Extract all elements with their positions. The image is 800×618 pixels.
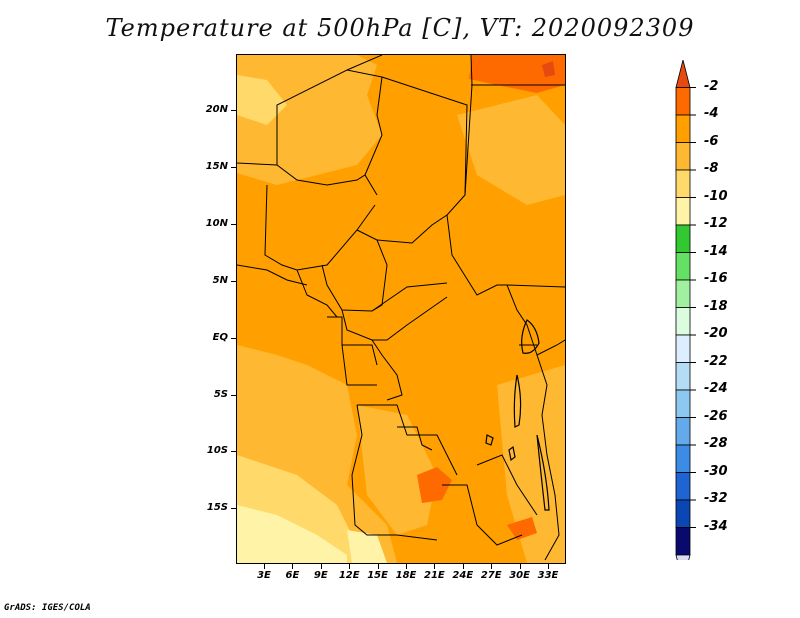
lon-tick-label: 21E <box>424 570 445 581</box>
lat-tick-label: 5S <box>213 388 228 400</box>
lat-tick-label: 5N <box>212 274 228 286</box>
colorbar-swatch <box>675 472 691 501</box>
grads-credit: GrADS: IGES/COLA <box>4 603 91 613</box>
lat-tick-mark <box>231 166 236 168</box>
colorbar-label: -20 <box>704 326 728 341</box>
shade-band-8-10-nw <box>237 75 287 125</box>
colorbar-label: -6 <box>704 133 719 149</box>
colorbar-swatch <box>675 60 691 88</box>
lon-tick-mark <box>406 564 407 569</box>
colorbar-swatch <box>675 252 691 281</box>
lat-tick-label: 10N <box>205 217 228 229</box>
colorbar <box>675 60 696 560</box>
lon-tick-label: 27E <box>480 570 502 581</box>
lat-tick-mark <box>231 394 236 396</box>
colorbar-swatch <box>675 362 691 391</box>
lat-tick-mark <box>231 280 236 282</box>
lon-tick-label: 12E <box>338 570 360 581</box>
lon-tick-label: 33E <box>537 570 559 581</box>
lat-tick-mark <box>231 223 236 225</box>
colorbar-label: -10 <box>704 188 728 204</box>
shade-band-10-12-south <box>347 530 387 563</box>
colorbar-swatch <box>675 417 691 446</box>
colorbar-label: -16 <box>704 271 728 286</box>
lon-tick-mark <box>292 564 294 569</box>
colorbar-swatch <box>675 142 691 171</box>
shade-band-6-8-east <box>457 95 565 205</box>
lat-tick-label: 15N <box>205 160 228 172</box>
colorbar-swatch <box>675 224 691 253</box>
colorbar-swatch <box>675 307 691 336</box>
lat-tick-mark <box>231 451 236 453</box>
shade-band-2-4-ne <box>469 55 565 93</box>
lat-tick-label: 10S <box>206 445 228 457</box>
lon-tick-label: 30E <box>509 570 530 581</box>
lon-tick-mark <box>349 564 351 569</box>
colorbar-swatch <box>675 334 691 363</box>
colorbar-label: -34 <box>704 518 728 534</box>
lon-tick-mark <box>519 564 521 569</box>
lon-tick-label: 6E <box>285 570 300 581</box>
colorbar-swatch <box>675 389 691 418</box>
lon-tick-mark <box>491 564 493 569</box>
lat-tick-label: EQ <box>212 331 228 343</box>
colorbar-label: -24 <box>704 381 728 396</box>
lat-tick-mark <box>231 508 236 510</box>
colorbar-label: -32 <box>704 491 728 506</box>
lon-tick-mark <box>320 564 322 569</box>
colorbar-swatch <box>675 554 691 560</box>
shade-band-6-8-south-central <box>357 405 437 535</box>
lon-tick-label: 24E <box>452 570 474 581</box>
shade-band-10-12-sw <box>237 505 347 563</box>
colorbar-swatch <box>675 499 691 528</box>
shade-band-above-2 <box>542 61 555 77</box>
lat-tick-mark <box>231 110 236 111</box>
colorbar-swatch <box>675 197 691 226</box>
lon-tick-label: 18E <box>395 570 417 581</box>
lon-tick-mark <box>434 564 436 569</box>
country-borders <box>237 55 565 561</box>
colorbar-swatch <box>675 114 691 143</box>
colorbar-swatch <box>675 169 691 198</box>
colorbar-label: -26 <box>704 408 728 424</box>
shade-band-2-4-se <box>507 517 537 540</box>
colorbar-label: -2 <box>704 78 719 94</box>
lon-tick-label: 3E <box>257 570 271 581</box>
colorbar-label: -18 <box>704 298 728 314</box>
colorbar-label: -12 <box>704 216 728 231</box>
lon-tick-mark <box>377 564 379 569</box>
colorbar-label: -22 <box>704 353 728 369</box>
shade-band-2-4-central <box>417 467 452 503</box>
colorbar-swatch <box>675 279 691 308</box>
lon-tick-mark <box>264 564 265 569</box>
lon-tick-label: 9E <box>313 570 328 581</box>
colorbar-label: -14 <box>704 243 728 259</box>
colorbar-label: -28 <box>704 436 728 451</box>
colorbar-swatch <box>675 87 691 116</box>
lat-tick-label: 20N <box>205 104 228 115</box>
colorbar-label: -8 <box>704 161 719 176</box>
chart-title: Temperature at 500hPa [C], VT: 202009230… <box>105 14 695 42</box>
temperature-map <box>236 54 566 564</box>
colorbar-swatch <box>675 527 691 556</box>
colorbar-swatch <box>675 444 691 473</box>
map-canvas <box>237 55 565 563</box>
lat-tick-label: 15S <box>206 502 228 514</box>
lon-tick-label: 15E <box>367 570 388 581</box>
lat-tick-mark <box>231 337 236 339</box>
colorbar-label: -4 <box>704 106 719 121</box>
lake-outlines <box>485 319 550 511</box>
lon-tick-mark <box>548 564 549 569</box>
colorbar-label: -30 <box>704 463 728 479</box>
shade-band-6-8-north <box>237 55 382 185</box>
lon-tick-mark <box>462 564 464 569</box>
